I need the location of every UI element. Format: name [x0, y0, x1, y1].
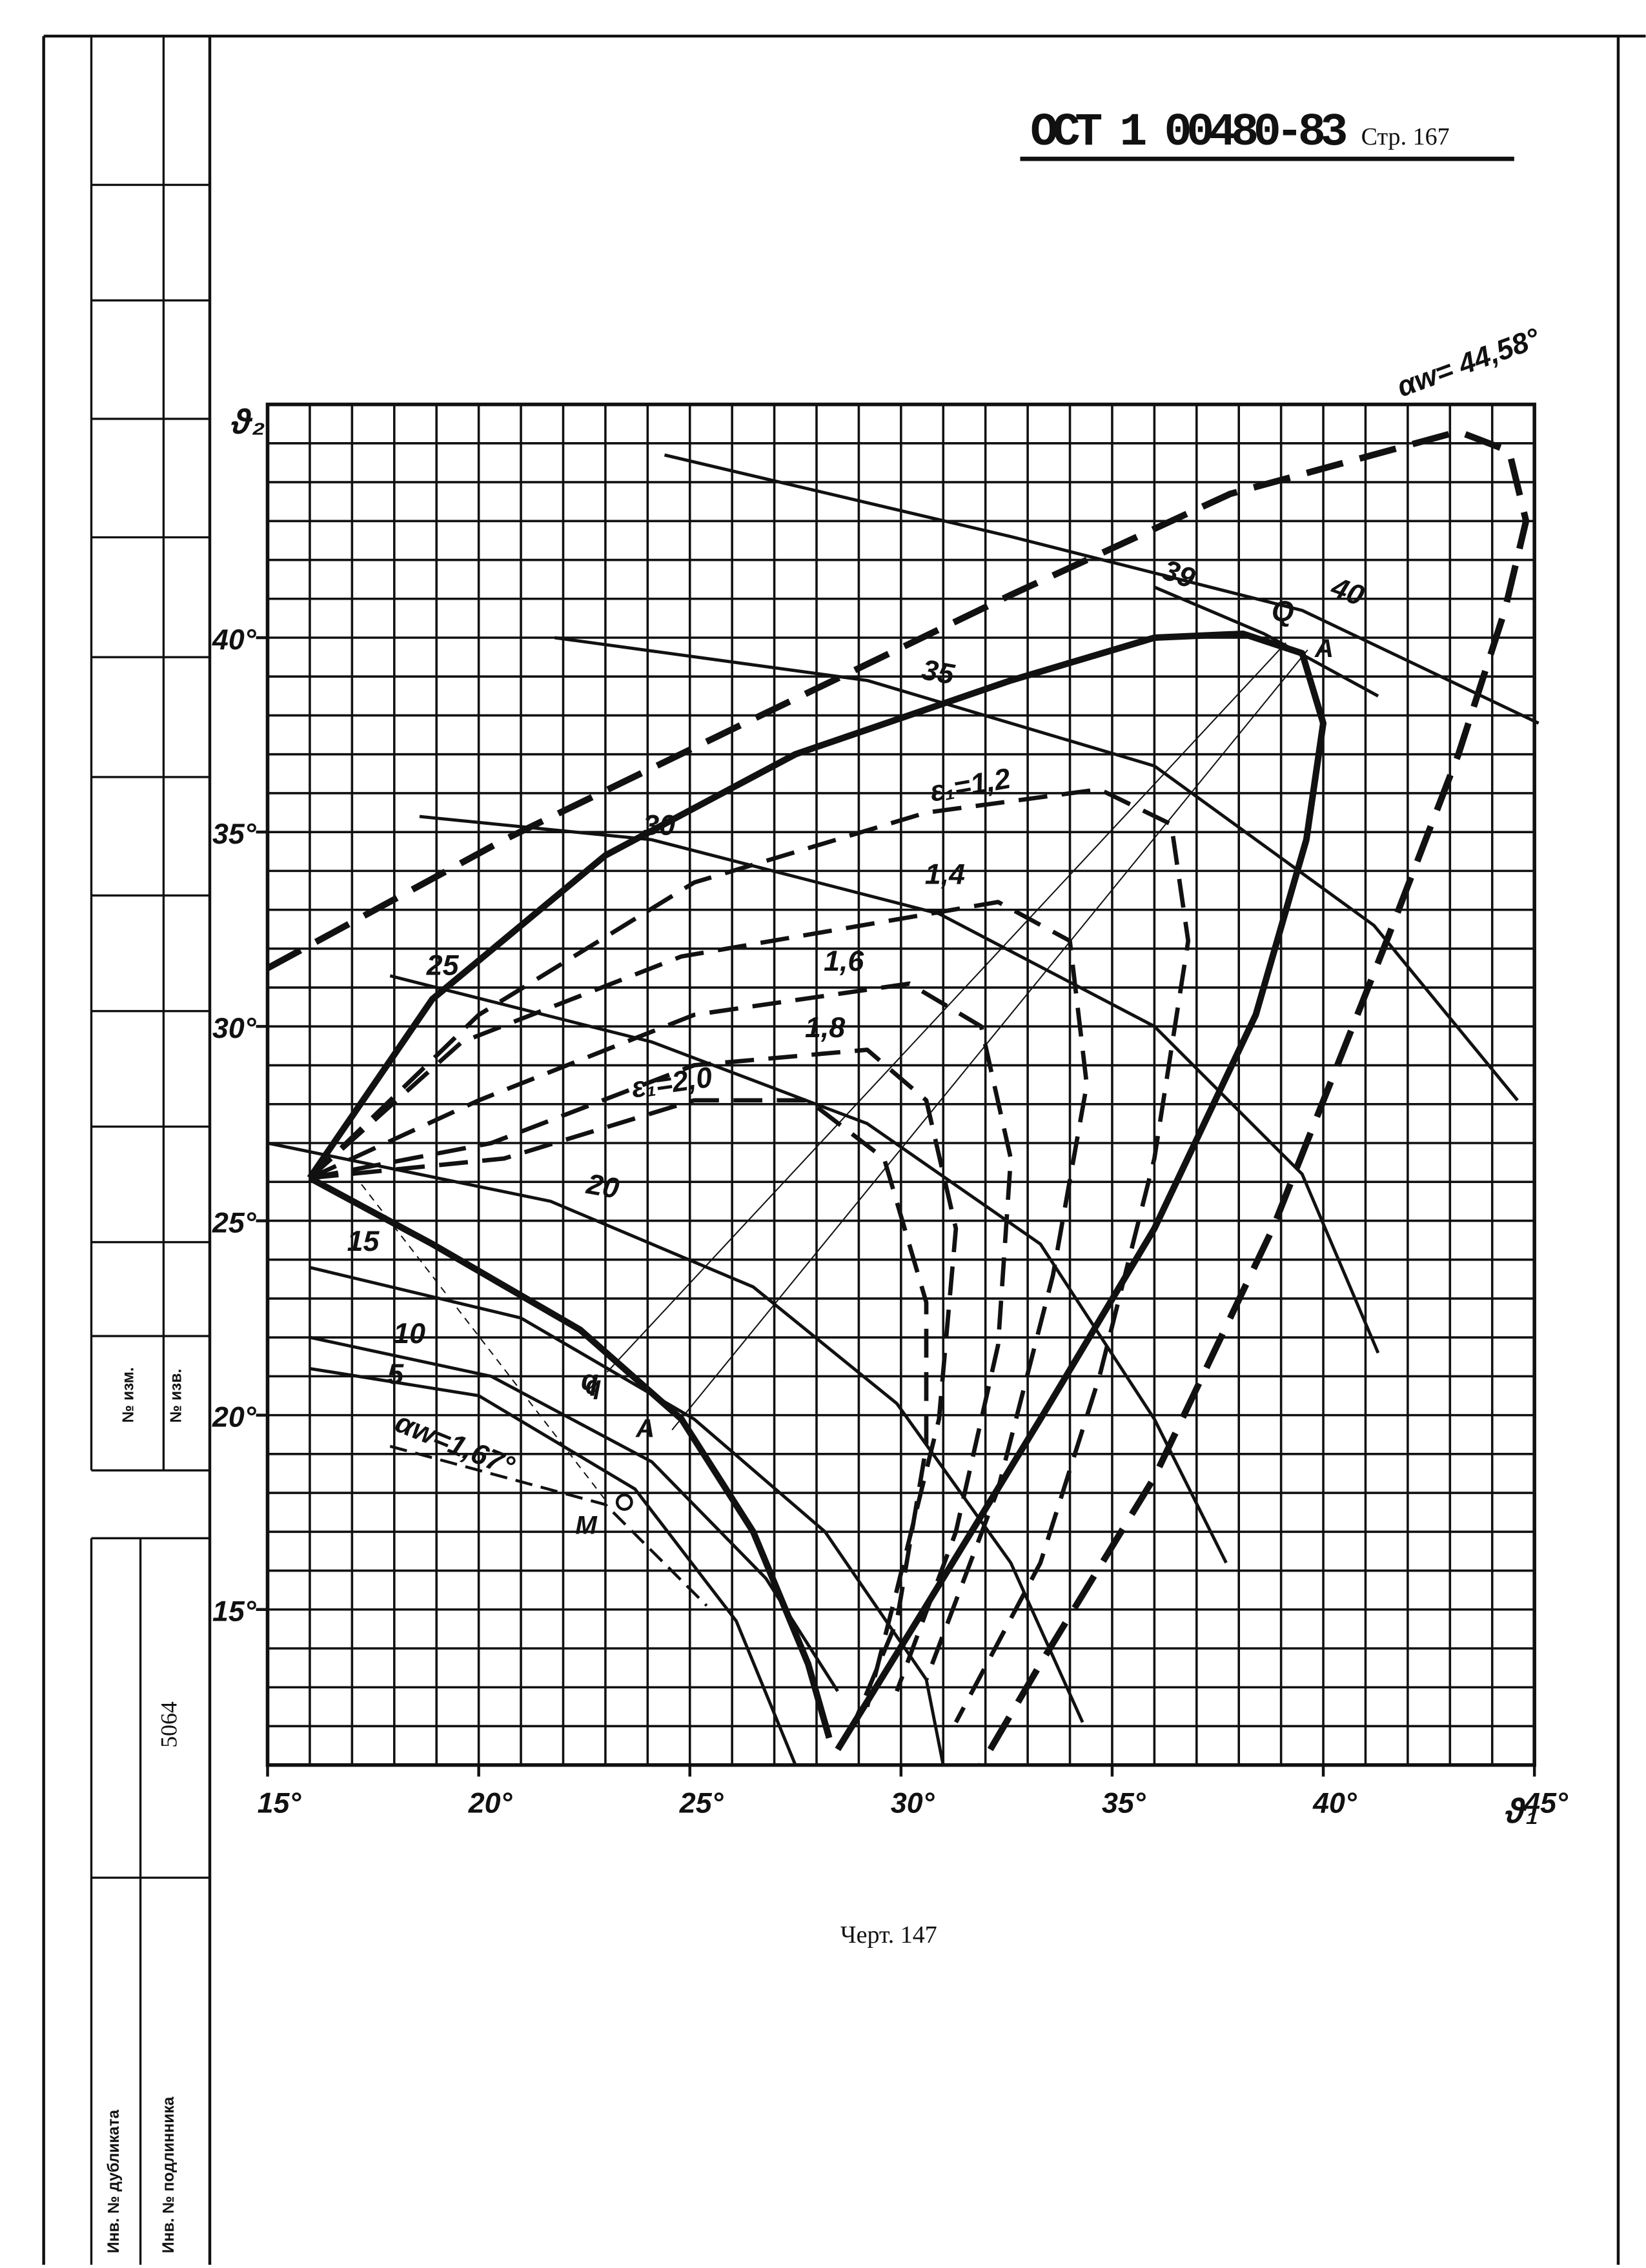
annotation: A [1314, 634, 1334, 663]
curve-label: 5 [387, 1358, 404, 1390]
x-tick-label: 15° [258, 1787, 302, 1819]
curve [309, 981, 1013, 1692]
construction-line [361, 642, 1308, 1503]
curve [419, 815, 1380, 1354]
standard-code: ОСТ 1 00480-83 [1030, 106, 1348, 159]
curve-label: Q [1272, 595, 1294, 627]
y-tick-label: 15° [212, 1595, 257, 1628]
curve-label: 20 [584, 1168, 622, 1205]
y-tick-label: 20° [212, 1401, 257, 1433]
curve-label: q [581, 1364, 598, 1396]
curve [309, 1366, 797, 1766]
curve [308, 1175, 833, 1739]
caption: Черт. 147 [840, 1921, 937, 1949]
annotation: M [575, 1511, 598, 1540]
curve [267, 1141, 1084, 1723]
x-tick-label: 25° [679, 1787, 724, 1819]
stamp-label: Инв. № подлинника [160, 2096, 178, 2253]
x-axis-label: ϑ₁ [1505, 1792, 1538, 1830]
curve-label: 15 [347, 1225, 380, 1257]
stamp-grid [90, 35, 210, 2265]
curve [309, 1098, 929, 1723]
stamp-inventory: 5064 [156, 1701, 182, 1748]
curve [266, 428, 1530, 1767]
stamp-label: Инв. № дубликата [105, 2109, 123, 2253]
annotation: A [635, 1414, 655, 1443]
y-tick-label: 30° [212, 1012, 257, 1044]
curve [389, 1444, 708, 1607]
curve [309, 1335, 839, 1692]
stamp-label: № изм. [119, 1367, 137, 1423]
x-tick-label: 20° [468, 1787, 513, 1819]
curve [554, 636, 1519, 1102]
curve-label: 25 [426, 949, 460, 982]
x-tick-label: 30° [891, 1787, 935, 1819]
stamp-label: № изв. [167, 1369, 185, 1423]
y-tick-label: 40° [212, 623, 257, 656]
curve [308, 787, 1191, 1724]
curve-label: 10 [393, 1317, 425, 1350]
curve-label: 40 [1326, 571, 1368, 612]
curve-label: 1,6 [824, 945, 864, 977]
point-marker [615, 1493, 633, 1511]
curve-label: ε₁=2,0 [629, 1061, 714, 1104]
x-tick-label: 40° [1312, 1787, 1357, 1819]
curve-label: αw=1,67° [391, 1406, 519, 1483]
curve-label: αw= 44,58° [1393, 321, 1545, 403]
curve [1153, 585, 1379, 698]
curve [309, 1266, 945, 1766]
y-axis-label: ϑ₂ [231, 402, 265, 441]
curve [309, 1048, 959, 1708]
y-tick-label: 25° [212, 1206, 257, 1239]
curve-label: 1,8 [805, 1011, 845, 1044]
curve [389, 974, 1228, 1564]
y-tick-label: 35° [212, 818, 257, 850]
x-tick-label: 45° [1523, 1787, 1569, 1819]
curve-label: 35 [919, 653, 957, 691]
curve [664, 453, 1539, 725]
page-number: Стр. 167 [1361, 123, 1450, 150]
curve-label: 30 [643, 809, 675, 841]
curve-label: 1,4 [925, 858, 965, 891]
annotation: q [585, 1371, 602, 1400]
x-tick-label: 35° [1102, 1787, 1146, 1819]
